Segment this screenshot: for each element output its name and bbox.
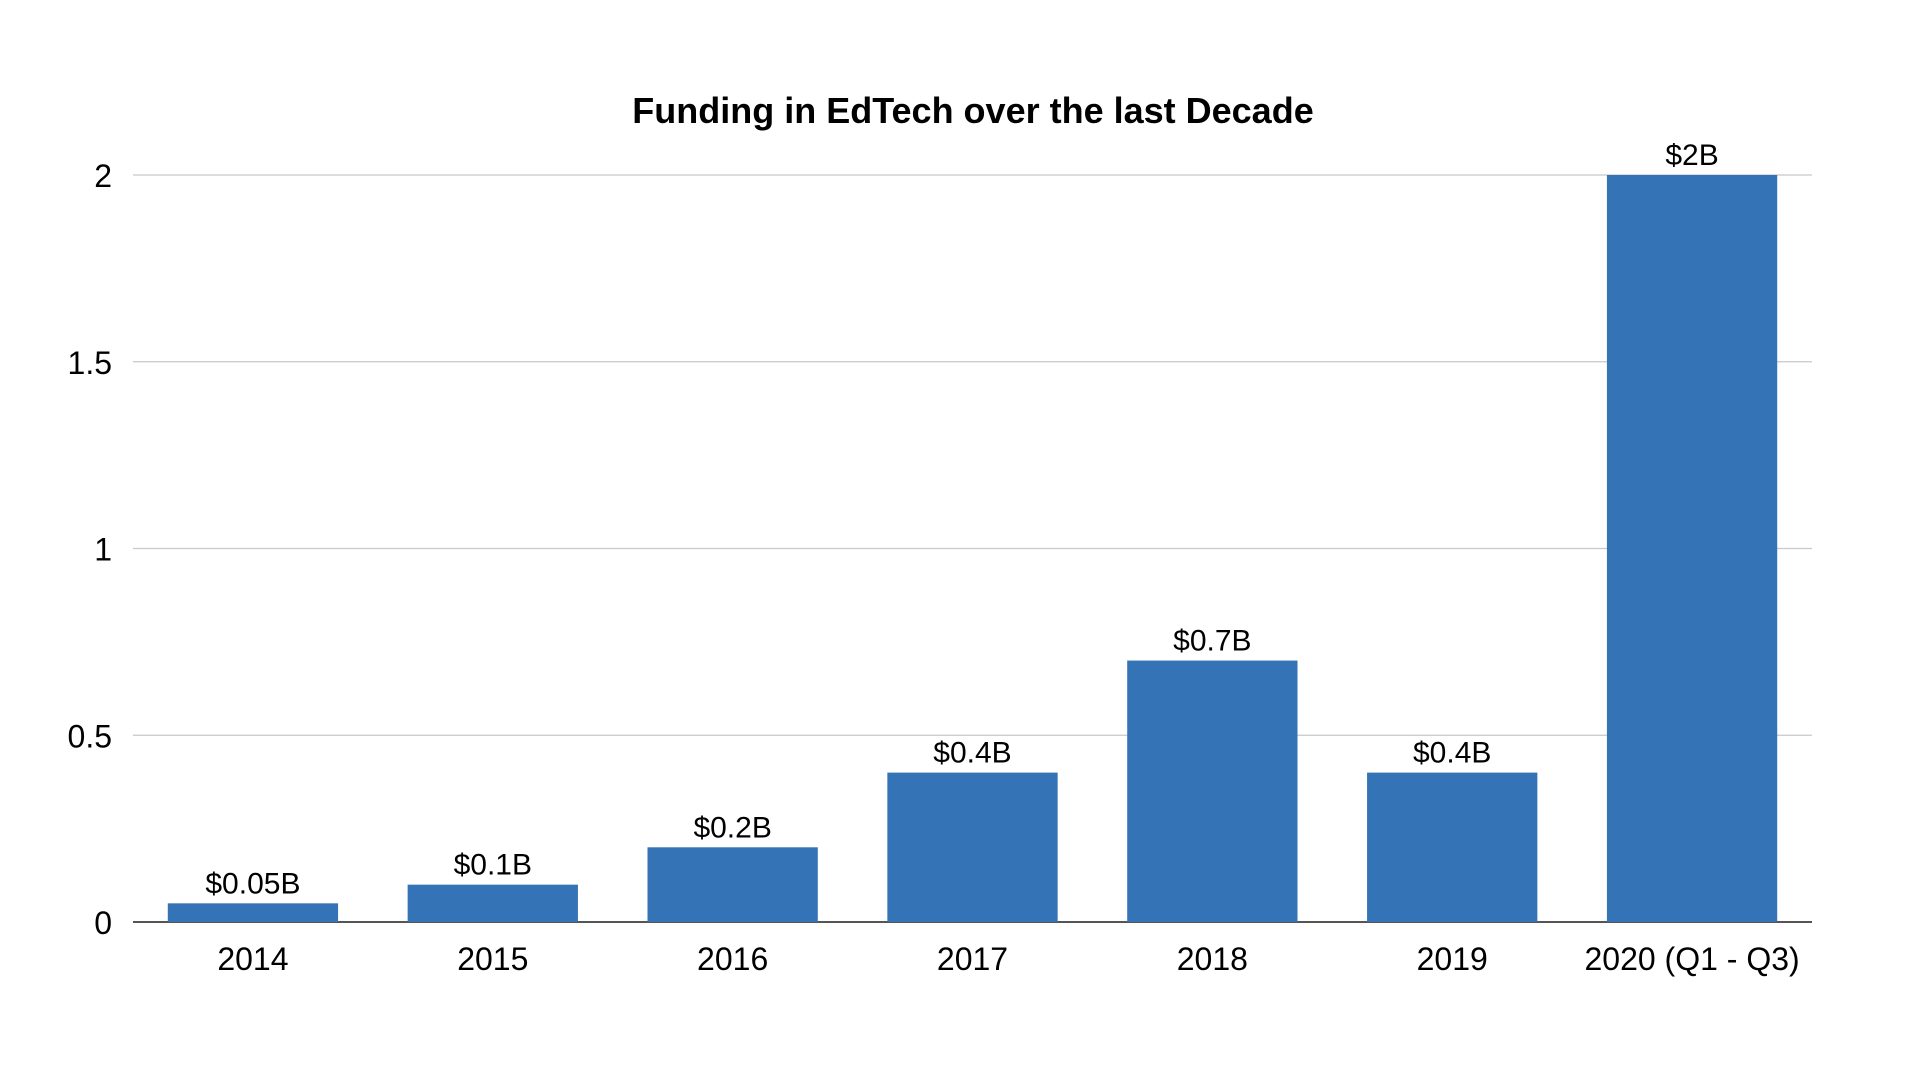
y-tick-label: 1 (94, 532, 112, 568)
bar (1127, 660, 1298, 922)
bar (887, 772, 1058, 922)
bar (1367, 772, 1538, 922)
x-tick-label: 2016 (697, 941, 768, 977)
y-axis: 0 0.5 1 1.5 2 (68, 158, 112, 941)
data-label: $0.2B (693, 811, 771, 844)
y-tick-label: 1.5 (68, 345, 112, 381)
bar (1606, 175, 1778, 922)
bar (647, 847, 818, 922)
data-label: $2B (1665, 139, 1718, 172)
data-label: $0.4B (933, 737, 1011, 770)
bars (167, 175, 1778, 922)
data-label: $0.4B (1413, 737, 1491, 770)
x-tick-label: 2019 (1417, 941, 1488, 977)
y-tick-label: 0 (94, 905, 112, 941)
data-label: $0.1B (454, 849, 532, 882)
y-tick-label: 2 (94, 158, 112, 194)
y-tick-label: 0.5 (68, 718, 112, 754)
x-tick-label: 2020 (Q1 - Q3) (1584, 941, 1799, 977)
bar (167, 903, 339, 922)
x-tick-label: 2018 (1177, 941, 1248, 977)
x-axis: 2014 2015 2016 2017 2018 2019 2020 (Q1 - Q3) (217, 941, 1799, 977)
x-tick-label: 2017 (937, 941, 1008, 977)
chart-title: Funding in EdTech over the last Decade (632, 90, 1313, 131)
x-tick-label: 2015 (457, 941, 528, 977)
data-labels: $0.05B $0.1B $0.2B $0.4B $0.7B $0.4B $2B (205, 139, 1718, 900)
data-label: $0.7B (1173, 625, 1251, 658)
x-tick-label: 2014 (217, 941, 288, 977)
data-label: $0.05B (205, 867, 300, 900)
bar (407, 884, 578, 922)
